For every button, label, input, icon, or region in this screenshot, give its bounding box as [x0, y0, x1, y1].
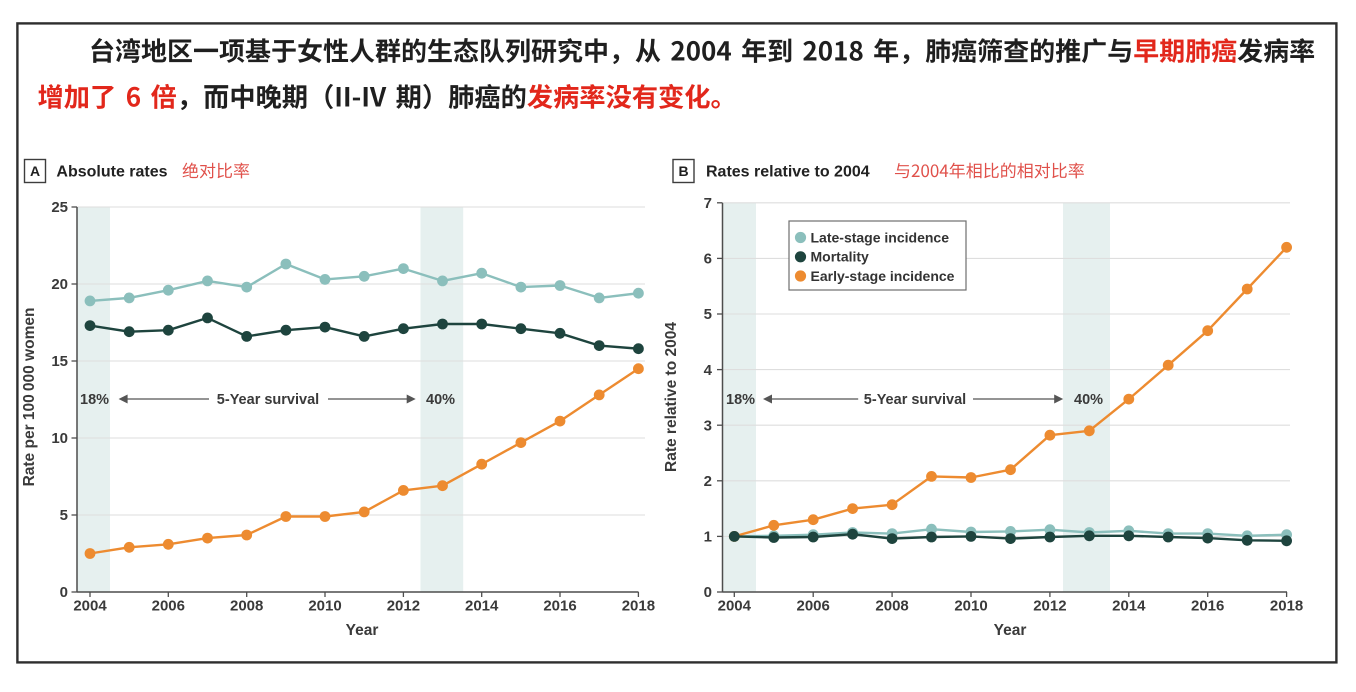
svg-text:Rate per 100 000 women: Rate per 100 000 women	[21, 308, 38, 487]
svg-text:25: 25	[51, 199, 68, 216]
svg-text:Late-stage incidence: Late-stage incidence	[811, 229, 950, 245]
svg-text:2016: 2016	[543, 598, 576, 615]
svg-text:20: 20	[51, 276, 68, 293]
svg-text:2: 2	[704, 473, 712, 490]
svg-text:Mortality: Mortality	[811, 249, 870, 265]
svg-text:Absolute rates: Absolute rates	[56, 164, 167, 181]
svg-text:B: B	[678, 163, 688, 179]
svg-text:Year: Year	[346, 622, 379, 639]
svg-text:3: 3	[704, 417, 712, 434]
svg-text:5: 5	[60, 507, 68, 524]
svg-text:A: A	[30, 163, 40, 179]
svg-text:0: 0	[704, 584, 712, 601]
svg-text:2014: 2014	[1112, 598, 1146, 615]
svg-text:5-Year survival: 5-Year survival	[217, 392, 319, 408]
svg-text:2012: 2012	[387, 598, 420, 615]
svg-text:2008: 2008	[230, 598, 263, 615]
svg-text:0: 0	[60, 584, 68, 601]
svg-text:5-Year survival: 5-Year survival	[864, 392, 966, 408]
svg-text:Year: Year	[994, 622, 1027, 639]
svg-text:10: 10	[51, 430, 68, 447]
svg-text:2006: 2006	[797, 598, 830, 615]
svg-text:7: 7	[704, 195, 712, 212]
svg-text:2014: 2014	[465, 598, 499, 615]
svg-text:2010: 2010	[308, 598, 341, 615]
svg-text:Rates relative to 2004: Rates relative to 2004	[706, 164, 870, 181]
svg-text:6: 6	[704, 251, 712, 268]
svg-text:40%: 40%	[426, 392, 455, 408]
svg-text:4: 4	[704, 362, 713, 379]
svg-text:1: 1	[704, 529, 712, 546]
svg-text:2018: 2018	[1270, 598, 1303, 615]
svg-text:15: 15	[51, 353, 68, 370]
svg-text:18%: 18%	[726, 392, 755, 408]
svg-text:Rate relative to 2004: Rate relative to 2004	[663, 322, 680, 472]
svg-text:2018: 2018	[622, 598, 655, 615]
svg-text:40%: 40%	[1074, 392, 1103, 408]
svg-text:2010: 2010	[954, 598, 987, 615]
svg-text:2004: 2004	[73, 598, 107, 615]
svg-text:2012: 2012	[1033, 598, 1066, 615]
svg-text:18%: 18%	[80, 392, 109, 408]
svg-text:2008: 2008	[875, 598, 908, 615]
svg-text:Early-stage incidence: Early-stage incidence	[811, 268, 955, 284]
svg-text:2016: 2016	[1191, 598, 1224, 615]
svg-text:5: 5	[704, 306, 712, 323]
svg-text:2004: 2004	[718, 598, 752, 615]
svg-text:2006: 2006	[152, 598, 185, 615]
